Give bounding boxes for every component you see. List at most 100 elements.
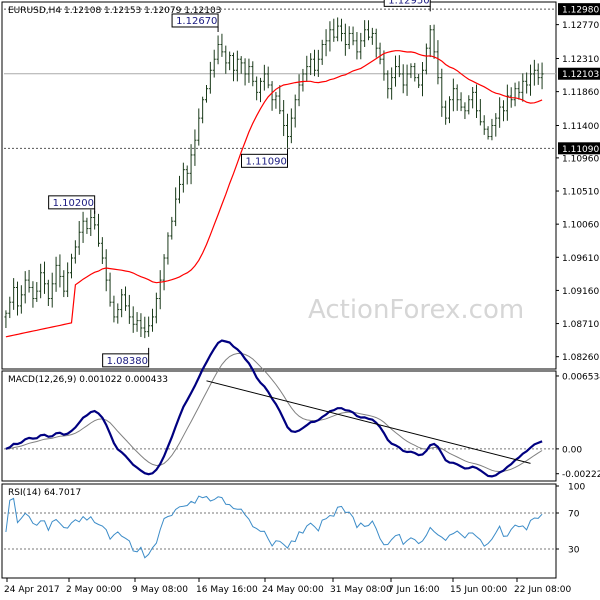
ohlc-bar — [12, 278, 16, 310]
callout-label: 1.08380 — [107, 356, 148, 367]
ohlc-bar — [235, 50, 239, 82]
ohlc-bar — [108, 272, 112, 307]
ohlc-bar — [478, 99, 482, 126]
ohlc-bar — [313, 49, 316, 77]
ohlc-bar — [297, 74, 301, 107]
watermark: ActionForex.com — [308, 295, 524, 325]
ohlc-bar — [89, 209, 93, 237]
ohlc-bar — [382, 50, 386, 81]
y-tick-label: 1.10060 — [562, 221, 599, 231]
ohlc-bar — [309, 53, 313, 76]
ohlc-bar — [409, 63, 413, 79]
ohlc-bar — [336, 17, 340, 42]
ohlc-bar — [154, 292, 158, 324]
ohlc-bar — [370, 27, 374, 45]
ohlc-bar — [93, 210, 97, 230]
price-marker-label: 1.12103 — [562, 70, 599, 80]
ohlc-bar — [405, 64, 409, 96]
main-panel-frame — [1, 1, 557, 370]
ohlc-bar — [50, 272, 54, 308]
ohlc-bar — [428, 25, 432, 58]
rsi-y-tick-label: 70 — [568, 510, 580, 520]
rsi-line — [5, 495, 543, 559]
ohlc-bar — [85, 217, 89, 234]
price-callout: 1.10200 — [48, 195, 96, 214]
y-tick-label: 1.08710 — [562, 320, 599, 330]
ohlc-bar — [58, 254, 62, 288]
ohlc-bar — [27, 269, 31, 293]
ohlc-bar — [432, 24, 436, 59]
callout-label: 1.12670 — [176, 16, 217, 27]
ohlc-bar — [293, 94, 297, 128]
ohlc-bar — [174, 187, 178, 227]
ohlc-bar — [4, 310, 8, 329]
ohlc-bar — [116, 303, 120, 324]
ohlc-bar — [367, 20, 370, 41]
price-marker-label: 1.12980 — [562, 6, 599, 16]
ohlc-bar — [494, 113, 498, 137]
macd-signal-line — [5, 352, 543, 473]
ohlc-bar — [112, 295, 116, 323]
ohlc-bar — [143, 316, 147, 339]
ohlc-bar — [201, 96, 205, 124]
ohlc-bar — [340, 18, 343, 42]
ohlc-bar — [39, 263, 43, 299]
x-tick-label: 7 Jun 16:00 — [388, 585, 440, 595]
rsi-title: RSI(14) 64.7017 — [8, 488, 81, 498]
ohlc-bar — [31, 281, 35, 308]
ohlc-bar — [513, 82, 517, 107]
ohlc-bar — [440, 68, 444, 117]
ohlc-bar — [19, 285, 23, 314]
ohlc-bar — [259, 77, 262, 103]
ohlc-bar — [239, 56, 243, 74]
ohlc-bar — [374, 28, 378, 58]
ohlc-bar — [540, 62, 544, 90]
ohlc-bar — [43, 261, 46, 294]
ohlc-bar — [158, 270, 162, 310]
ohlc-bar — [502, 100, 505, 122]
ohlc-bar — [359, 32, 363, 60]
ohlc-bar — [147, 316, 151, 337]
ohlc-bar — [185, 165, 189, 185]
ohlc-bar — [46, 279, 50, 307]
y-tick-label: 1.12770 — [562, 21, 599, 31]
ohlc-bar — [394, 55, 397, 87]
ohlc-bar — [351, 26, 355, 46]
price-marker-box — [558, 3, 600, 16]
price-marker-box — [558, 142, 600, 155]
y-tick-label: 1.11860 — [562, 88, 599, 98]
macd-trendline — [206, 380, 531, 464]
ohlc-bar — [347, 26, 351, 50]
ohlc-bar — [328, 21, 332, 52]
macd-y-tick-label: 0.00 — [562, 445, 582, 455]
main-price-layer: 1.10200 1.08380 1.12670 1.11090 1.12950 — [4, 0, 556, 368]
ohlc-bar — [421, 61, 424, 97]
ohlc-bar — [8, 296, 12, 319]
ohlc-bar — [355, 32, 359, 60]
callout-box — [48, 195, 96, 210]
price-callout: 1.12950 — [383, 0, 431, 12]
ohlc-bar — [498, 97, 502, 128]
ohlc-bar — [62, 270, 66, 298]
ohlc-bar — [220, 33, 224, 57]
y-tick-label: 1.10960 — [562, 154, 599, 164]
x-tick-label: 22 Jun 08:00 — [514, 585, 571, 595]
ohlc-bar — [397, 55, 401, 78]
y-tick-label: 1.08260 — [562, 353, 599, 363]
ohlc-bar — [505, 84, 509, 121]
x-tick-label: 16 May 16:00 — [196, 585, 258, 595]
ohlc-bar — [444, 100, 448, 125]
ohlc-bar — [274, 91, 278, 109]
callout-label: 1.12950 — [388, 0, 429, 6]
macd-y-tick-label: 0.006534 — [562, 372, 600, 382]
ohlc-bar — [490, 118, 494, 141]
rsi-layer — [4, 495, 556, 559]
ohlc-bar — [417, 73, 421, 89]
ohlc-bar — [189, 144, 193, 185]
ohlc-bar — [475, 84, 478, 118]
ohlc-bar — [66, 262, 70, 298]
ohlc-bar — [270, 81, 274, 111]
ohlc-bar — [482, 115, 486, 135]
